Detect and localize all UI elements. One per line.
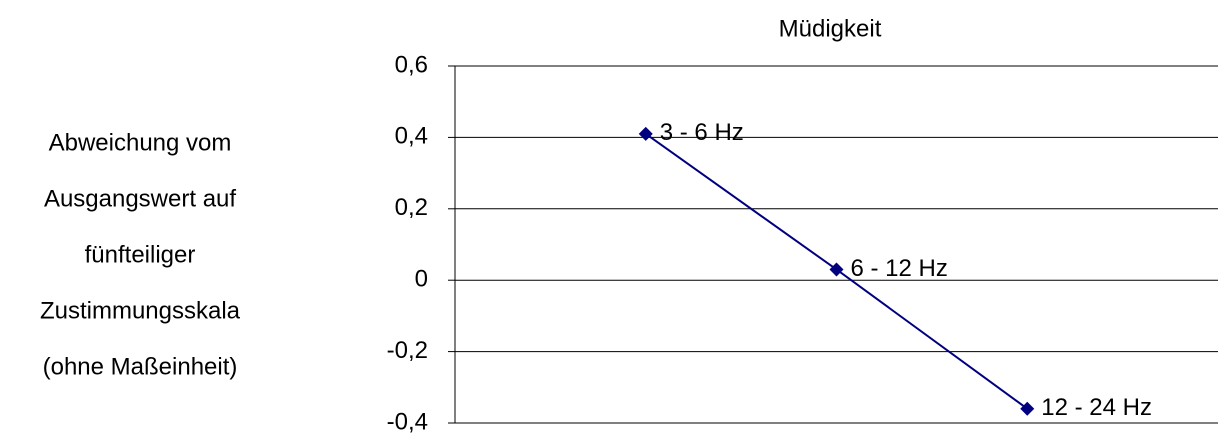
point-label: 6 - 12 Hz [851, 255, 948, 282]
y-axis-label: Abweichung vom [49, 129, 232, 156]
y-axis-label: fünfteiliger [85, 241, 196, 268]
y-axis-label: (ohne Maßeinheit) [43, 353, 238, 380]
y-tick-label: 0,4 [395, 123, 428, 150]
y-tick-label: -0,4 [387, 408, 428, 435]
y-tick-label: -0,2 [387, 337, 428, 364]
y-tick-label: 0,6 [395, 51, 428, 78]
y-axis-label: Zustimmungsskala [40, 297, 241, 324]
y-tick-label: 0,2 [395, 194, 428, 221]
data-point [1020, 401, 1035, 416]
data-point [638, 126, 653, 141]
data-point [829, 262, 844, 277]
chart-title: Müdigkeit [779, 15, 882, 42]
point-label: 3 - 6 Hz [660, 119, 744, 146]
point-label: 12 - 24 Hz [1041, 394, 1152, 421]
y-axis-label: Ausgangswert auf [44, 185, 236, 212]
y-tick-label: 0 [415, 266, 428, 293]
